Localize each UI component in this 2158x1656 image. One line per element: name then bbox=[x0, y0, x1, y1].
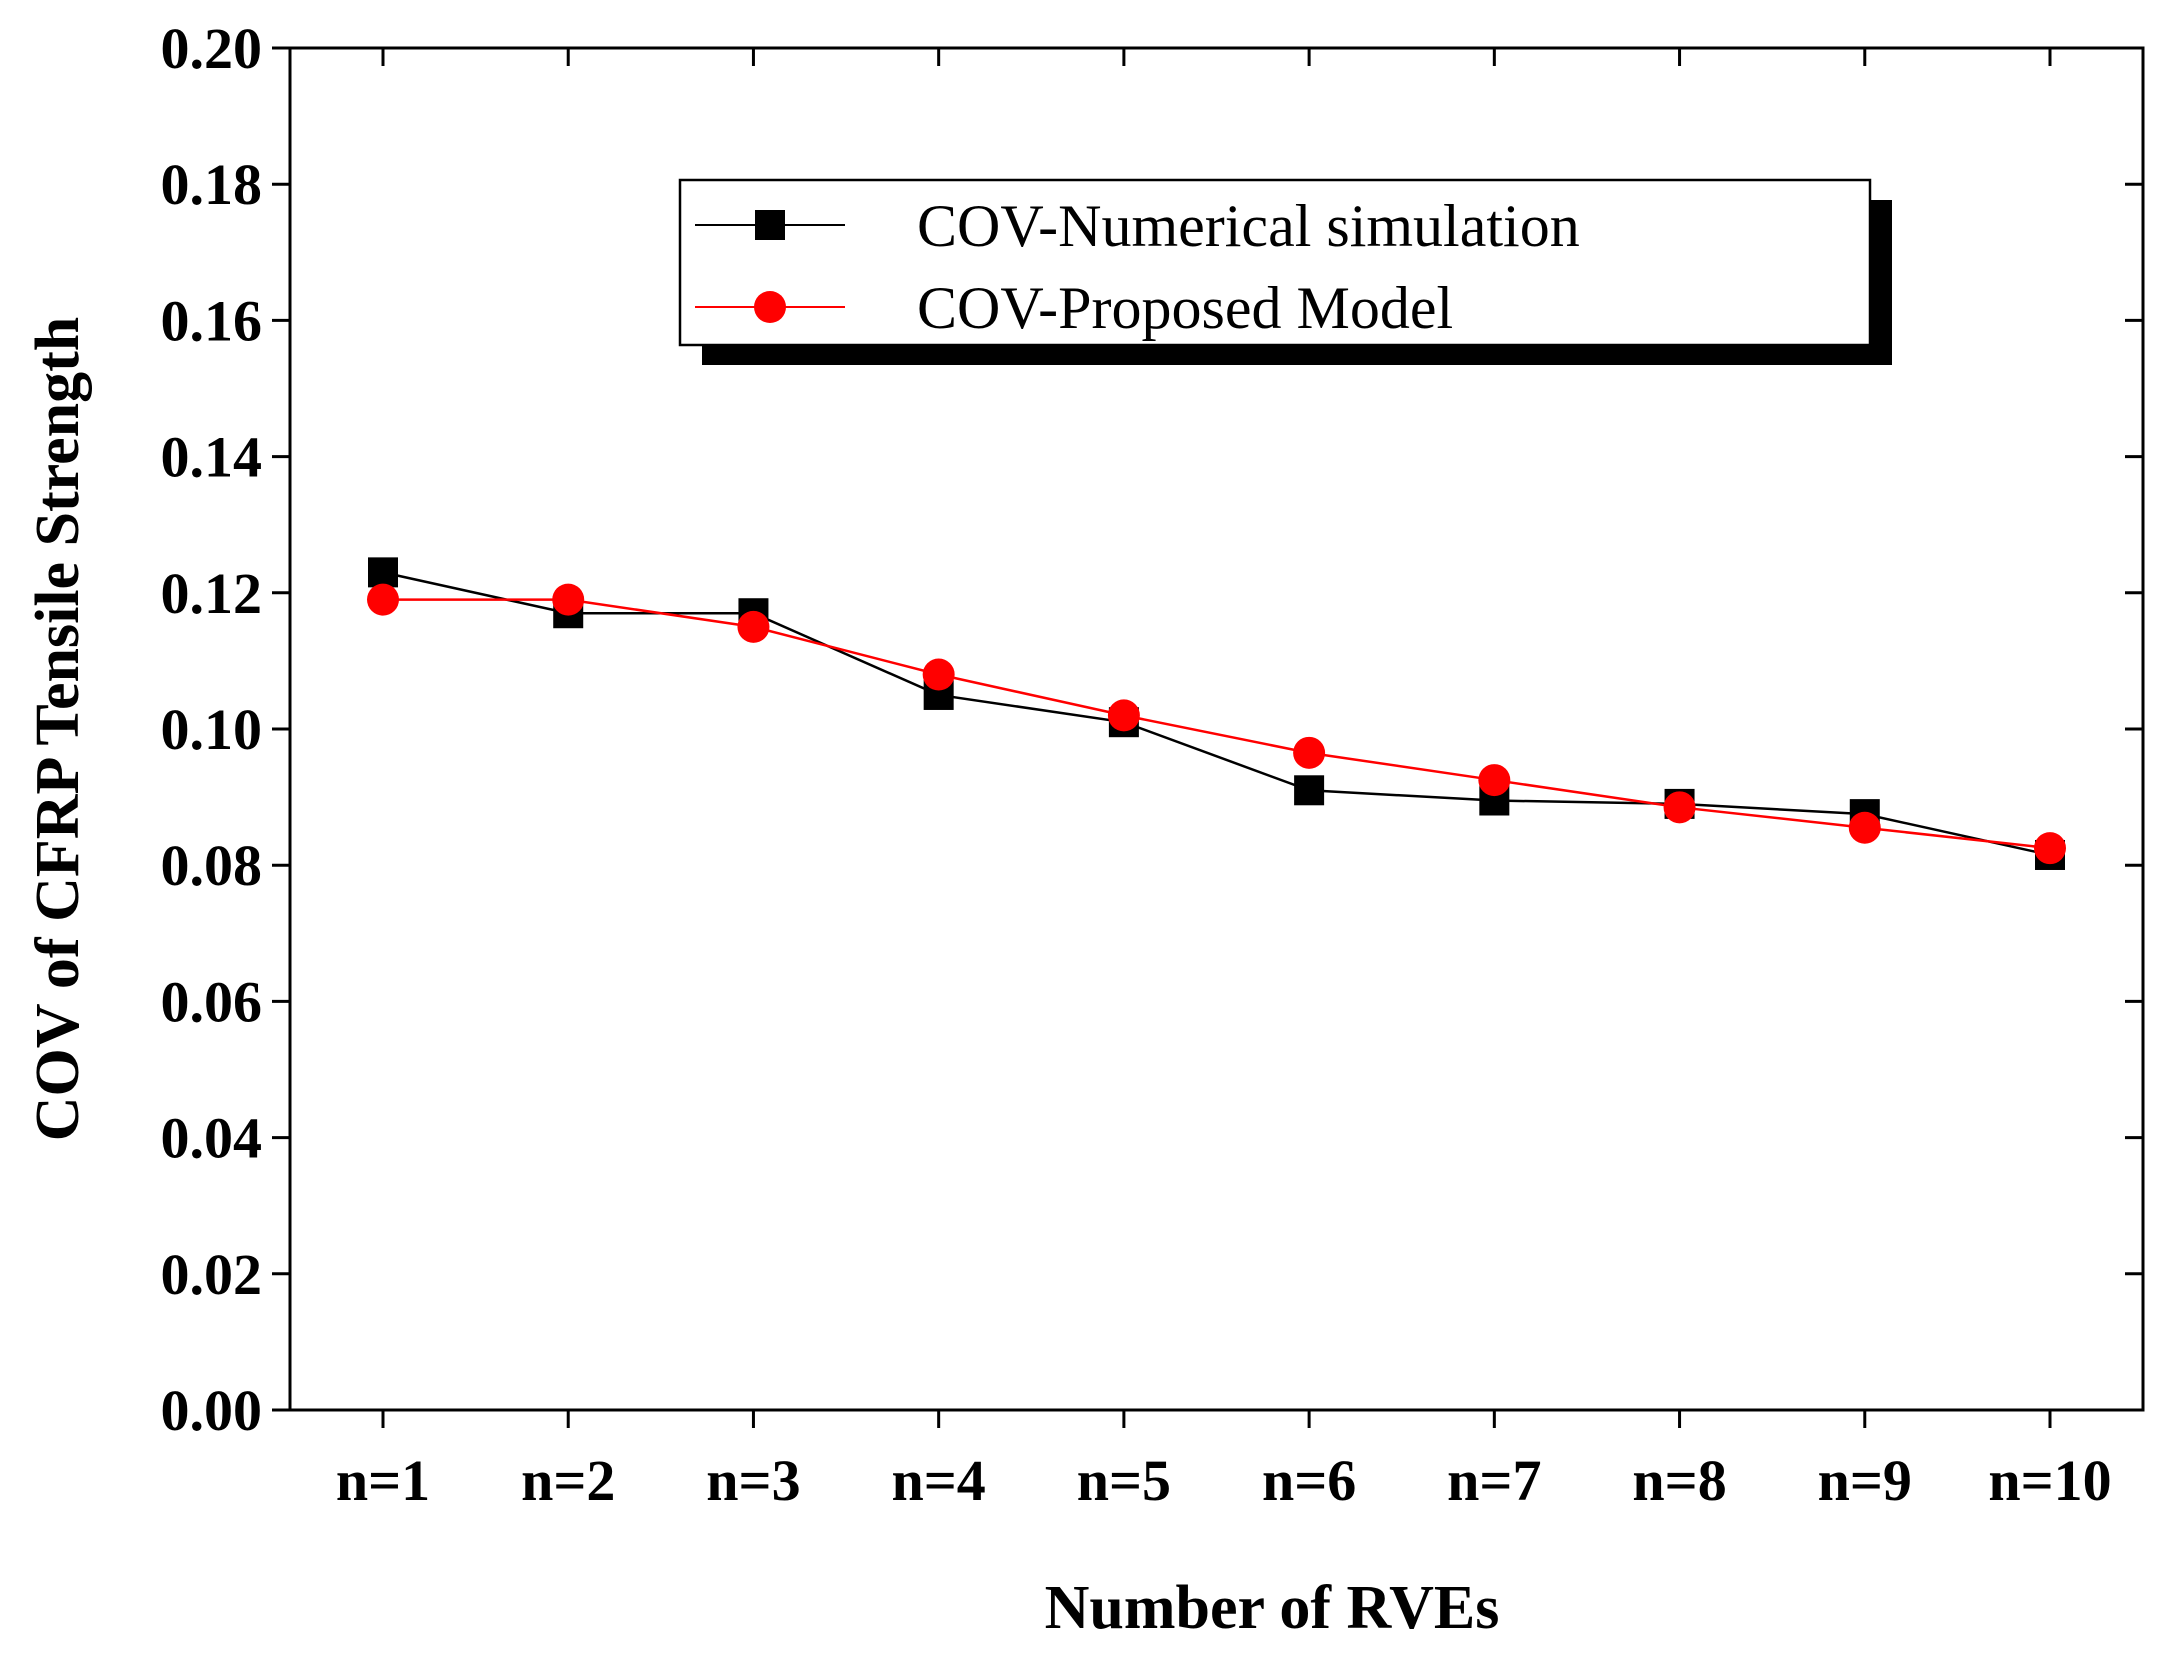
data-point-circle bbox=[2034, 832, 2066, 865]
x-tick-label: n=3 bbox=[706, 1448, 800, 1513]
series-line-1 bbox=[383, 598, 2051, 850]
y-tick-label: 0.16 bbox=[161, 288, 263, 353]
data-point-circle bbox=[1663, 791, 1696, 824]
x-tick-label: n=7 bbox=[1447, 1448, 1541, 1513]
x-tick-label: n=2 bbox=[521, 1448, 615, 1513]
data-point-circle bbox=[1293, 736, 1326, 769]
y-tick-label: 0.12 bbox=[161, 561, 263, 626]
y-tick-label: 0.20 bbox=[161, 16, 263, 81]
y-tick-label: 0.18 bbox=[161, 152, 263, 217]
series-line-0 bbox=[382, 571, 2051, 857]
legend-label-proposed: COV-Proposed Model bbox=[917, 275, 1453, 341]
y-tick-label: 0.04 bbox=[161, 1106, 263, 1171]
data-point-circle bbox=[737, 610, 770, 643]
y-tick-label: 0.00 bbox=[161, 1378, 263, 1443]
y-tick-label: 0.06 bbox=[161, 969, 263, 1034]
y-tick-label: 0.02 bbox=[161, 1242, 263, 1307]
legend-box bbox=[678, 178, 1872, 347]
x-tick-label: n=1 bbox=[336, 1448, 430, 1513]
x-tick-label: n=6 bbox=[1262, 1448, 1356, 1513]
y-tick-label: 0.10 bbox=[161, 697, 263, 762]
x-tick-label: n=10 bbox=[1988, 1448, 2111, 1513]
data-point-square bbox=[368, 557, 398, 588]
legend-marker-numerical bbox=[755, 210, 785, 240]
legend-marker-proposed bbox=[754, 291, 786, 323]
series-layer bbox=[367, 557, 2066, 870]
data-point-circle bbox=[1478, 764, 1511, 797]
y-axis-title: COV of CFRP Tensile Strength bbox=[24, 317, 92, 1141]
x-tick-label: n=5 bbox=[1077, 1448, 1171, 1513]
x-tick-label: n=4 bbox=[892, 1448, 986, 1513]
data-point-circle bbox=[552, 583, 585, 616]
y-axis: 0.00 0.02 0.04 0.06 0.08 0.10 0.12 0.14 0.16 0.18… bbox=[161, 16, 2143, 1443]
x-axis: n=1 n=2 n=3 n=4 n=5 n=6 n=7 n=8 n=9 n=10 bbox=[336, 48, 2112, 1513]
x-tick-label: n=8 bbox=[1632, 1448, 1726, 1513]
x-axis-title: Number of RVEs bbox=[1045, 1574, 1500, 1642]
y-tick-label: 0.08 bbox=[161, 833, 263, 898]
legend: COV-Numerical simulation COV-Proposed Mo… bbox=[678, 178, 1892, 365]
data-point-square bbox=[1294, 775, 1325, 806]
y-tick-label: 0.14 bbox=[161, 425, 263, 490]
legend-label-numerical: COV-Numerical simulation bbox=[917, 193, 1580, 259]
x-tick-label: n=9 bbox=[1818, 1448, 1912, 1513]
data-point-circle bbox=[367, 583, 399, 616]
data-point-circle bbox=[1848, 811, 1881, 844]
data-point-circle bbox=[922, 658, 955, 691]
data-point-circle bbox=[1107, 699, 1140, 732]
